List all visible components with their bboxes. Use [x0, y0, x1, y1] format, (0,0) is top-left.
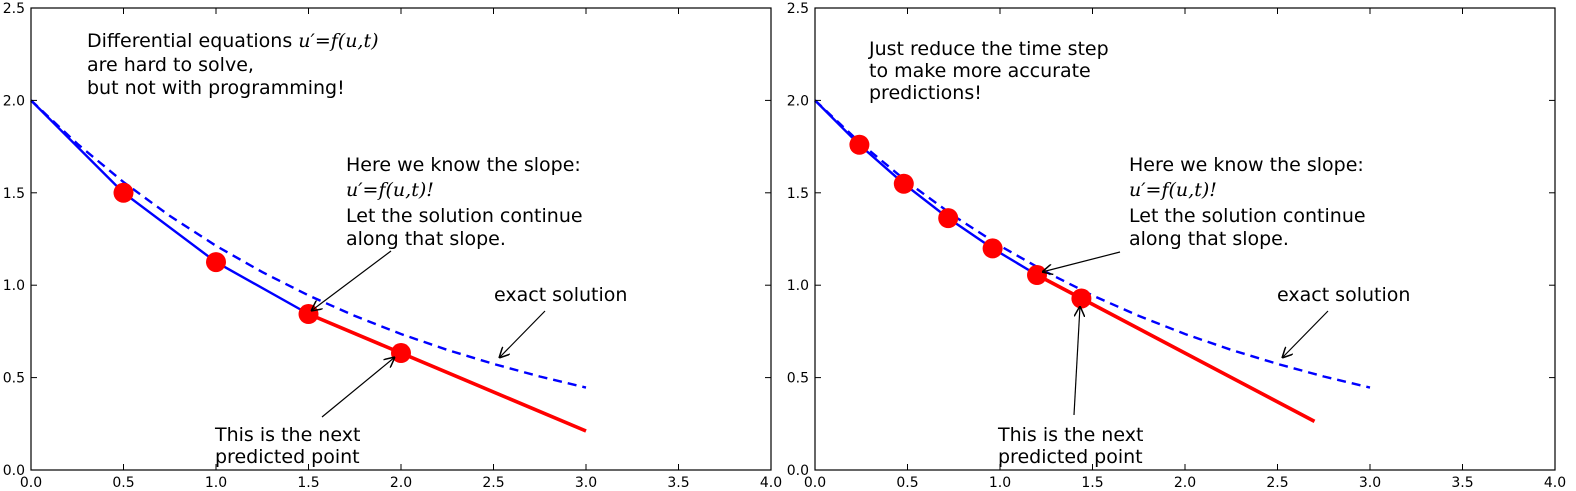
- left-x-tick-label-6: 3.0: [575, 475, 597, 491]
- right-title-line-2: to make more accurate: [869, 60, 1091, 82]
- left-slope-line-1: Here we know the slope:: [346, 154, 581, 176]
- right-x-ticks: 0.0 0.5 1.0 1.5 2.0 2.5 3.0 3.5 4.0: [804, 8, 1566, 491]
- left-exact-solution-line: [30, 99, 587, 389]
- right-x-tick-label-8: 4.0: [1544, 475, 1566, 491]
- right-next-line-1: This is the next: [997, 424, 1143, 446]
- right-y-tick-label-2: 1.0: [787, 278, 809, 294]
- right-plot-marks: [814, 99, 1371, 423]
- right-x-tick-label-6: 3.0: [1359, 475, 1381, 491]
- right-y-ticks: 0.0 0.5 1.0 1.5 2.0 2.5: [787, 1, 1555, 479]
- right-y-tick-label-4: 2.0: [787, 93, 809, 109]
- right-x-tick-label-1: 0.5: [896, 475, 918, 491]
- left-x-tick-label-1: 0.5: [112, 475, 134, 491]
- right-x-tick-label-5: 2.5: [1266, 475, 1288, 491]
- right-slope-line-3: Let the solution continue: [1129, 205, 1366, 227]
- right-exact-arrow: [1282, 310, 1329, 358]
- right-point-4: [1027, 265, 1047, 286]
- right-y-tick-label-5: 2.5: [787, 1, 809, 17]
- right-x-tick-label-4: 2.0: [1174, 475, 1196, 491]
- left-x-tick-label-5: 2.5: [482, 475, 504, 491]
- left-x-tick-label-7: 3.5: [667, 475, 689, 491]
- left-y-tick-label-3: 1.5: [3, 186, 25, 202]
- right-point-1: [893, 173, 914, 194]
- left-slope-line-3: Let the solution continue: [346, 205, 583, 227]
- right-x-tick-label-7: 3.5: [1451, 475, 1473, 491]
- left-numerical-solution-line: [30, 99, 310, 316]
- right-slope-arrow: [1042, 251, 1121, 272]
- left-y-tick-label-1: 0.5: [3, 371, 25, 387]
- left-extrapolation-line: [307, 312, 587, 433]
- left-x-tick-label-3: 1.5: [297, 475, 319, 491]
- right-slope-line-4: along that slope.: [1129, 228, 1289, 250]
- left-panel: 0.0 0.5 1.0 1.5 2.0 2.5 3.0 3.5 4.0 0.0 0.5 1.0 1.5…: [3, 1, 782, 491]
- left-x-tick-label-2: 1.0: [205, 475, 227, 491]
- left-title-line-2: are hard to solve,: [87, 54, 254, 76]
- right-x-tick-label-0: 0.0: [804, 475, 826, 491]
- left-y-tick-label-4: 2.0: [3, 93, 25, 109]
- right-next-arrow: [1073, 306, 1080, 416]
- left-plot-marks: [30, 99, 587, 433]
- left-exact-arrow: [499, 310, 546, 358]
- left-x-tick-label-8: 4.0: [760, 475, 782, 491]
- left-next-line-1: This is the next: [214, 424, 360, 446]
- left-point-3: [391, 343, 411, 364]
- left-title-math: u′=f(u,t): [298, 30, 378, 52]
- left-next-line-2: predicted point: [215, 446, 360, 468]
- left-slope-arrow: [311, 250, 392, 311]
- right-slope-line-2: u′=f(u,t)!: [1129, 179, 1217, 201]
- right-x-tick-label-3: 1.5: [1081, 475, 1103, 491]
- right-y-tick-label-1: 0.5: [787, 371, 809, 387]
- right-title-line-3: predictions!: [869, 82, 982, 104]
- right-panel: 0.0 0.5 1.0 1.5 2.0 2.5 3.0 3.5 4.0 0.0 0.5 1.0 1.5…: [787, 1, 1566, 491]
- right-title-line-1: Just reduce the time step: [868, 38, 1109, 60]
- left-x-ticks: 0.0 0.5 1.0 1.5 2.0 2.5 3.0 3.5 4.0: [20, 8, 782, 491]
- left-y-tick-label-0: 0.0: [3, 463, 25, 479]
- left-title-line-3: but not with programming!: [87, 77, 345, 99]
- right-point-2: [938, 208, 959, 229]
- left-x-tick-label-0: 0.0: [20, 475, 42, 491]
- left-point-1: [206, 252, 226, 273]
- left-slope-line-4: along that slope.: [346, 228, 506, 250]
- right-x-tick-label-2: 1.0: [989, 475, 1011, 491]
- left-next-arrow: [321, 357, 395, 418]
- left-y-tick-label-2: 1.0: [3, 278, 25, 294]
- right-point-5: [1071, 288, 1092, 309]
- left-title-line-1: Differential equations u′=f(u,t): [87, 30, 379, 52]
- left-point-0: [113, 182, 134, 203]
- left-y-ticks: 0.0 0.5 1.0 1.5 2.0 2.5: [3, 1, 771, 479]
- right-slope-line-1: Here we know the slope:: [1129, 154, 1364, 176]
- left-y-tick-label-5: 2.5: [3, 1, 25, 17]
- left-slope-line-2: u′=f(u,t)!: [346, 179, 434, 201]
- right-exact-label: exact solution: [1277, 284, 1410, 306]
- right-next-line-2: predicted point: [998, 446, 1143, 468]
- right-point-3: [982, 238, 1003, 259]
- left-x-tick-label-4: 2.0: [390, 475, 412, 491]
- right-point-0: [849, 134, 870, 155]
- left-exact-label: exact solution: [494, 284, 627, 306]
- right-y-tick-label-3: 1.5: [787, 186, 809, 202]
- right-y-tick-label-0: 0.0: [787, 463, 809, 479]
